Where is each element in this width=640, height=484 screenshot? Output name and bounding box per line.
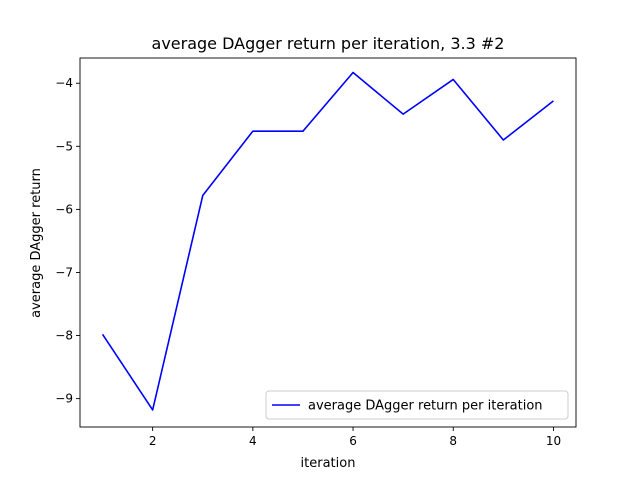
y-axis-label: average DAgger return [29, 168, 44, 318]
data-point [402, 113, 404, 115]
data-point [252, 130, 254, 132]
data-point [352, 72, 354, 74]
x-axis-label: iteration [301, 456, 356, 471]
legend-label: average DAgger return per iteration [308, 399, 543, 414]
data-point [152, 409, 154, 411]
y-tick-label: −5 [55, 139, 73, 153]
x-tick-label: 6 [349, 434, 357, 448]
chart-title: average DAgger return per iteration, 3.3… [152, 34, 505, 53]
legend-box [265, 390, 569, 420]
x-tick-label: 4 [249, 434, 257, 448]
x-tick-label: 8 [449, 434, 457, 448]
data-point [202, 195, 204, 197]
plot-area: 2 4 6 8 10 −9 −8 −7 −6 −5 −4 average DAgger return … [55, 57, 577, 448]
series-line [101, 71, 554, 411]
data-point [452, 79, 454, 81]
x-tick-label: 2 [149, 434, 157, 448]
data-point [102, 333, 104, 335]
y-tick-label: −6 [55, 202, 73, 216]
data-point [302, 130, 304, 132]
axes-frame [79, 57, 577, 428]
y-tick-label: −7 [55, 265, 73, 279]
y-tick-label: −4 [55, 76, 73, 90]
x-tick-label: 10 [546, 434, 561, 448]
y-tick-label: −9 [55, 392, 73, 406]
data-point [553, 100, 555, 102]
y-tick-label: −8 [55, 329, 73, 343]
data-point [503, 139, 505, 141]
